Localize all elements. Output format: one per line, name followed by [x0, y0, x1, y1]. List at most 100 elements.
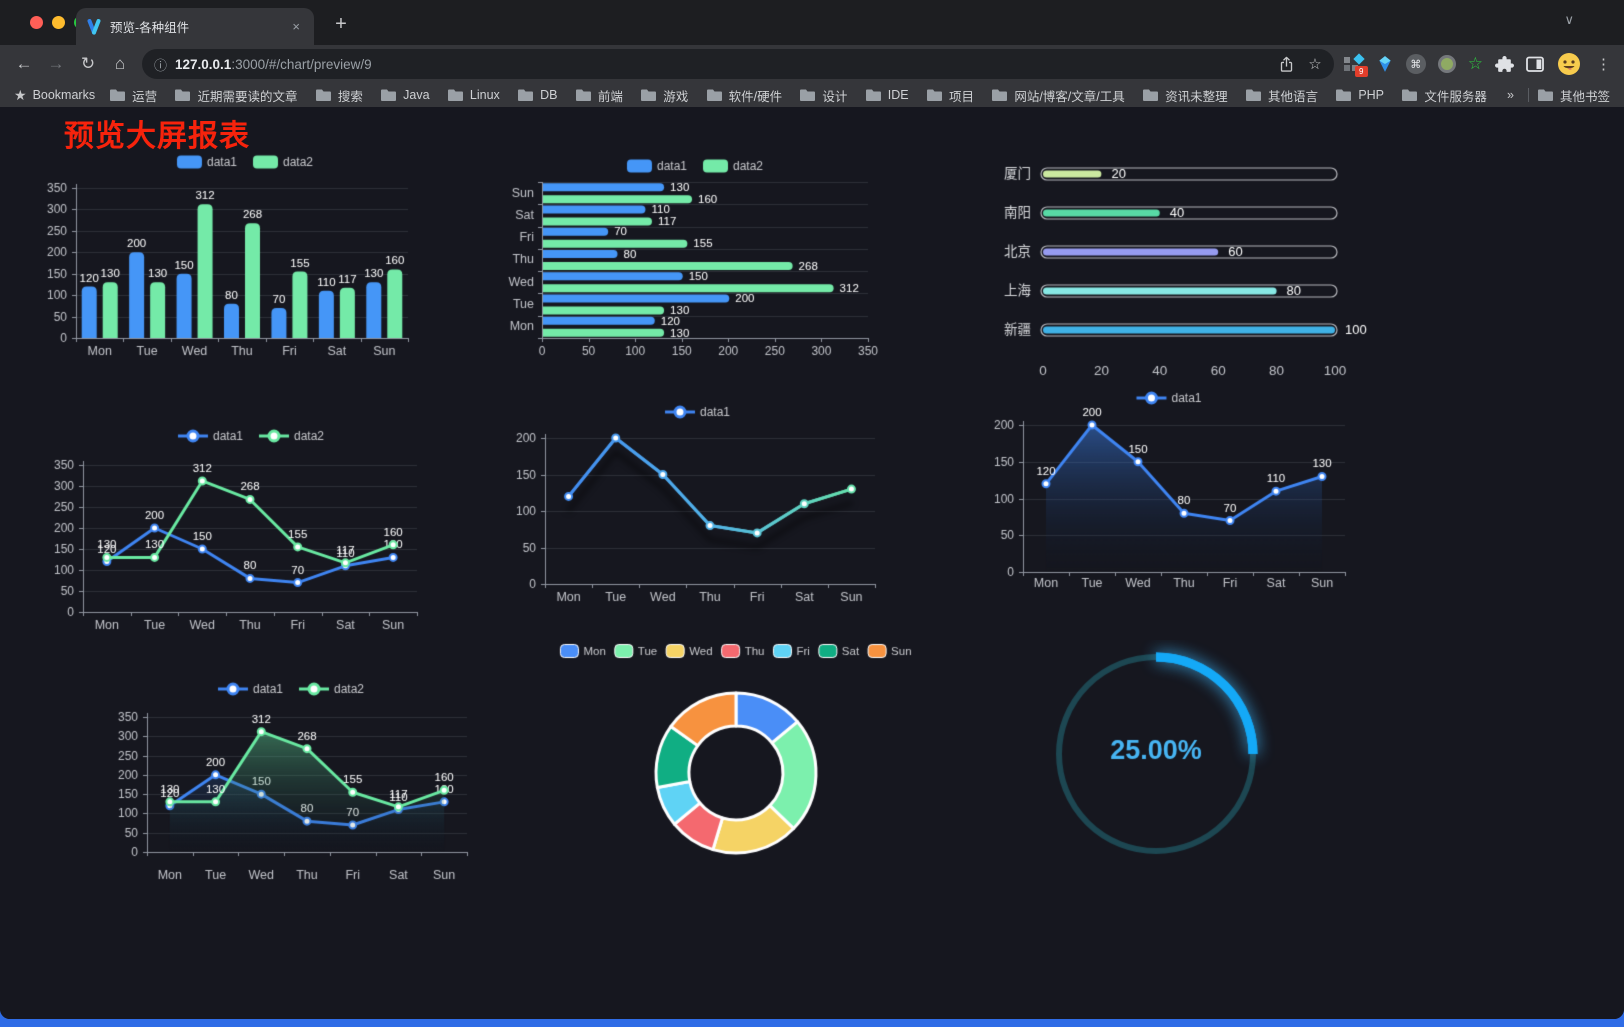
chart-pie [550, 633, 922, 873]
bookmark-folder-2[interactable]: 搜索 [315, 86, 363, 105]
bookmark-folder-9[interactable]: 设计 [799, 86, 847, 105]
extension-badge: 9 [1354, 66, 1368, 77]
bookmark-label: IDE [887, 88, 909, 102]
tab-search-chevron-icon[interactable]: ∨ [1564, 12, 1574, 27]
star-extension-icon[interactable]: ☆ [1467, 54, 1483, 73]
bookmark-folder-0[interactable]: 运营 [109, 86, 157, 105]
folder-icon [1537, 89, 1553, 101]
folder-icon [1402, 89, 1418, 101]
bookmark-label: 近期需要读的文章 [197, 89, 298, 104]
notifier-extension-icon[interactable]: 9 [1343, 53, 1368, 77]
close-window-button[interactable] [30, 16, 43, 29]
reload-button[interactable]: ↻ [80, 54, 96, 73]
folder-icon [1143, 89, 1159, 101]
new-tab-button[interactable]: + [335, 12, 347, 35]
bookmark-star-filled-icon: ★ [14, 86, 27, 103]
minimize-window-button[interactable] [52, 16, 65, 29]
folder-icon [1245, 89, 1261, 101]
folder-icon [110, 89, 126, 101]
url-host: 127.0.0.1 [175, 56, 232, 72]
tab-close-icon[interactable]: × [292, 19, 300, 34]
profile-avatar[interactable] [1557, 52, 1581, 76]
url-path: :3000/#/chart/preview/9 [231, 56, 372, 72]
share-icon[interactable] [1279, 56, 1294, 73]
bookmark-folder-16[interactable]: 文件服务器 [1401, 86, 1487, 105]
site-favicon [87, 18, 101, 34]
address-bar[interactable]: ⓘ 127.0.0.1:3000/#/chart/preview/9 ☆ [142, 49, 1334, 79]
bookmarks-bar: ★ Bookmarks 运营 近期需要读的文章 搜索 Java Linux DB 前端 游戏 软… [0, 83, 1624, 107]
page-title: 预览大屏报表 [64, 120, 250, 153]
bookmark-folder-12[interactable]: 网站/博客/文章/工具 [991, 86, 1125, 105]
bookmark-folder-4[interactable]: Linux [447, 86, 500, 105]
diamond-icon [1353, 53, 1365, 65]
page-content: 预览大屏报表 [0, 107, 1624, 1019]
bookmark-folder-8[interactable]: 软件/硬件 [706, 86, 782, 105]
browser-tab[interactable]: 预览-各种组件 × [76, 8, 314, 45]
folder-icon [447, 89, 463, 101]
folder-icon [518, 89, 534, 101]
bookmark-item-other[interactable]: 其他书签 [1537, 86, 1610, 105]
bookmark-folder-3[interactable]: Java [380, 86, 430, 105]
bookmark-label: 其他书签 [1559, 89, 1610, 104]
gem-extension-icon[interactable] [1376, 55, 1394, 73]
bookmark-folder-5[interactable]: DB [517, 86, 558, 105]
folder-icon [381, 89, 397, 101]
folder-icon [315, 89, 331, 101]
browser-menu-icon[interactable]: ⋮ [1596, 56, 1611, 73]
bookmark-label: Linux [469, 88, 500, 102]
bookmark-folder-7[interactable]: 游戏 [640, 86, 688, 105]
bookmark-label: 文件服务器 [1424, 89, 1487, 104]
bookmark-folder-15[interactable]: PHP [1335, 86, 1384, 105]
bookmark-label: 前端 [597, 89, 623, 104]
extensions-puzzle-icon[interactable] [1495, 55, 1514, 74]
bookmark-label: 设计 [822, 89, 848, 104]
chart-progress [985, 148, 1380, 388]
bookmark-folder-6[interactable]: 前端 [575, 86, 623, 105]
folder-icon [1336, 89, 1352, 101]
bookmark-label: 软件/硬件 [728, 89, 783, 104]
tab-strip: 预览-各种组件 × + ∨ [0, 0, 1624, 45]
extensions-cluster: 9 ⌘ ☆ ⋮ [1342, 52, 1624, 77]
folder-icon [706, 89, 722, 101]
home-button[interactable]: ⌂ [114, 54, 126, 73]
site-info-icon[interactable]: ⓘ [154, 57, 168, 73]
side-panel-icon[interactable] [1526, 56, 1545, 73]
bookmark-folder-11[interactable]: 项目 [926, 86, 974, 105]
bookmark-label: 其他语言 [1267, 89, 1318, 104]
chart-area1 [985, 386, 1353, 598]
bookmark-label: Java [403, 88, 430, 102]
bookmark-star-icon[interactable]: ☆ [1308, 56, 1322, 73]
bookmark-label: 网站/博客/文章/工具 [1014, 89, 1125, 104]
forward-button[interactable]: → [47, 54, 65, 73]
folder-icon [800, 89, 816, 101]
back-button[interactable]: ← [15, 54, 33, 73]
bookmark-folder-list: 运营 近期需要读的文章 搜索 Java Linux DB 前端 游戏 软件/硬件 设计 IDE 项目 网… [109, 86, 1487, 105]
url-text: 127.0.0.1:3000/#/chart/preview/9 [175, 57, 372, 72]
bookmark-label: 资讯未整理 [1165, 89, 1228, 104]
bookmark-label: PHP [1358, 88, 1385, 102]
chart-hbar [500, 152, 890, 364]
command-extension-icon[interactable]: ⌘ [1405, 54, 1426, 74]
bookmark-folder-10[interactable]: IDE [865, 86, 909, 105]
bookmark-folder-1[interactable]: 近期需要读的文章 [174, 86, 297, 105]
bookmark-label: 搜索 [337, 89, 363, 104]
bookmark-label: 运营 [132, 89, 158, 104]
recorder-extension-icon[interactable] [1437, 55, 1456, 73]
bookmark-item-bookmarks[interactable]: ★ Bookmarks [14, 87, 95, 104]
bookmark-label: DB [540, 88, 558, 102]
bookmarks-divider [1527, 88, 1529, 102]
chart-area2 [105, 675, 477, 887]
tab-title: 预览-各种组件 [110, 21, 190, 35]
folder-icon [926, 89, 942, 101]
browser-toolbar: ← → ↻ ⌂ ⓘ 127.0.0.1:3000/#/chart/preview… [0, 45, 1624, 83]
bookmark-label: Bookmarks [32, 88, 96, 102]
bookmark-folder-13[interactable]: 资讯未整理 [1142, 86, 1228, 105]
bookmarks-overflow-button[interactable]: » [1507, 88, 1514, 102]
chart-gauge [1040, 640, 1275, 868]
chart-line1 [505, 398, 890, 610]
bookmark-folder-14[interactable]: 其他语言 [1245, 86, 1318, 105]
folder-icon [575, 89, 591, 101]
bookmark-label: 项目 [948, 89, 974, 104]
folder-icon [641, 89, 657, 101]
